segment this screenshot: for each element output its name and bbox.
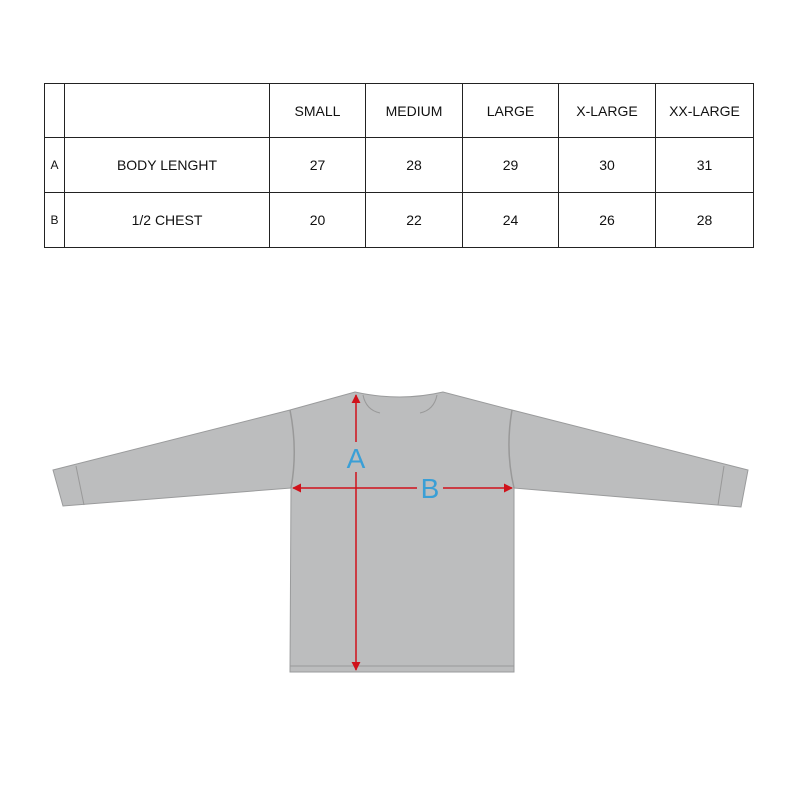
cell-value: 30 xyxy=(558,137,656,193)
cell-value: 24 xyxy=(462,192,559,248)
header-row: SMALL MEDIUM LARGE X-LARGE XX-LARGE xyxy=(44,83,754,138)
cell-value: 22 xyxy=(365,192,463,248)
collar-seam xyxy=(362,394,438,414)
row-label: 1/2 CHEST xyxy=(64,192,270,248)
row-label: BODY LENGHT xyxy=(64,137,270,193)
cell-value: 20 xyxy=(269,192,366,248)
cell-value: 28 xyxy=(655,192,754,248)
header-xx-large: XX-LARGE xyxy=(655,83,754,138)
header-cell xyxy=(64,83,270,138)
long-sleeve-shirt xyxy=(52,391,749,673)
cuff-seams xyxy=(75,465,725,667)
cell-value: 31 xyxy=(655,137,754,193)
size-chart-table: SMALL MEDIUM LARGE X-LARGE XX-LARGE A BO… xyxy=(44,83,754,248)
table-row: B 1/2 CHEST 20 22 24 26 28 xyxy=(44,192,754,248)
label-a: A xyxy=(347,443,366,474)
table-row: A BODY LENGHT 27 28 29 30 31 xyxy=(44,137,754,193)
header-small: SMALL xyxy=(269,83,366,138)
shoulder-seams xyxy=(289,409,515,489)
label-b: B xyxy=(421,473,440,504)
